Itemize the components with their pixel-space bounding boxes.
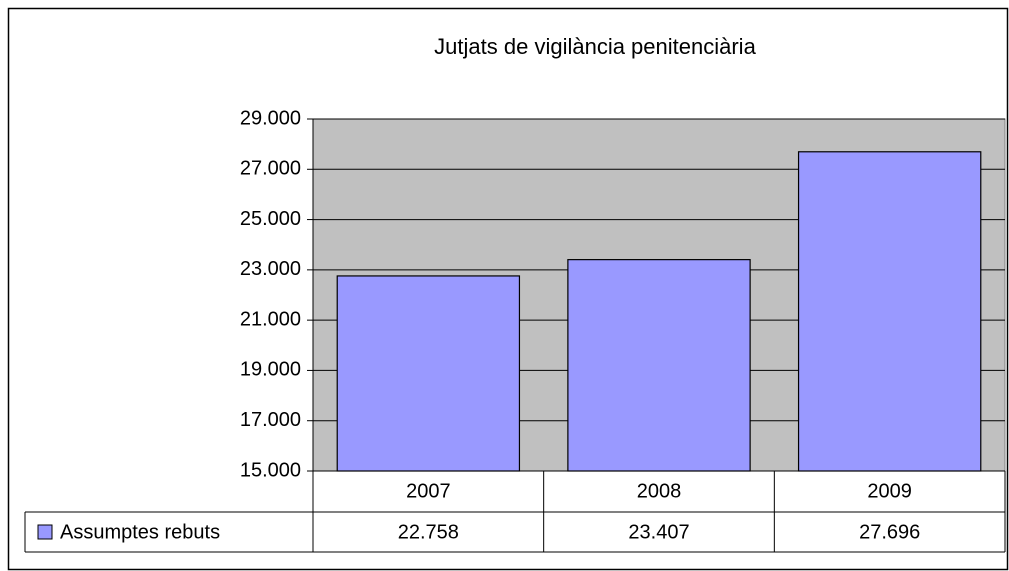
chart-title: Jutjats de vigilància penitenciària: [434, 34, 756, 59]
table-value: 22.758: [398, 521, 459, 543]
x-tick-label: 2007: [406, 480, 451, 502]
y-tick-label: 25.000: [240, 208, 301, 230]
y-tick-label: 19.000: [240, 359, 301, 381]
y-tick-label: 17.000: [240, 409, 301, 431]
y-tick-label: 23.000: [240, 258, 301, 280]
bar: [567, 259, 751, 472]
legend-swatch: [37, 524, 53, 540]
y-tick-label: 15.000: [240, 459, 301, 481]
y-tick-label: 27.000: [240, 158, 301, 180]
legend-label: Assumptes rebuts: [60, 521, 220, 543]
bar: [797, 151, 982, 472]
bar: [336, 275, 521, 472]
table-value: 23.407: [628, 521, 689, 543]
y-tick-label: 21.000: [240, 308, 301, 330]
y-tick-label: 29.000: [240, 107, 301, 129]
x-tick-label: 2008: [637, 480, 682, 502]
x-tick-label: 2009: [867, 480, 912, 502]
table-value: 27.696: [859, 521, 920, 543]
